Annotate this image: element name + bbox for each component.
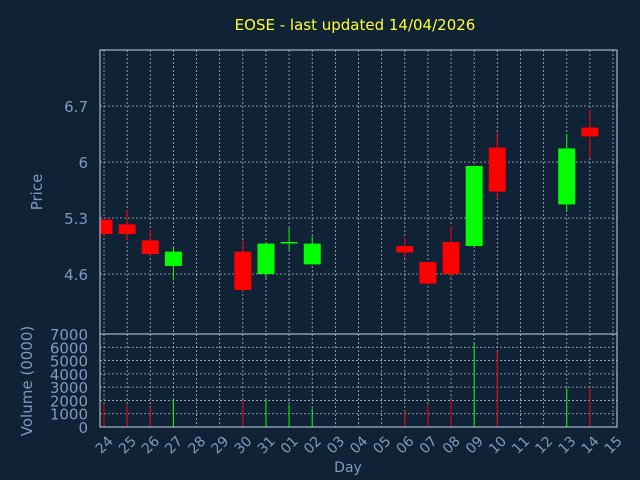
candle-body-down bbox=[234, 251, 252, 290]
volume-tick-label: 2000 bbox=[50, 392, 88, 410]
volume-axis-title: Volume (0000) bbox=[18, 326, 36, 436]
volume-tick-label: 1000 bbox=[50, 406, 88, 424]
candle-body-down bbox=[442, 242, 460, 274]
volume-tick-label: 0 bbox=[78, 419, 88, 437]
candle-body-down bbox=[118, 224, 136, 234]
candle-body-up bbox=[164, 251, 182, 266]
candle-body-down bbox=[396, 246, 414, 253]
volume-tick-label: 7000 bbox=[50, 326, 88, 344]
volume-tick-label: 6000 bbox=[50, 339, 88, 357]
volume-panel-frame bbox=[99, 333, 618, 428]
candle-body-down bbox=[419, 262, 437, 284]
candle-body-down bbox=[100, 219, 113, 234]
candles bbox=[100, 110, 599, 292]
candle-body-down bbox=[488, 147, 506, 192]
volume-bars bbox=[103, 343, 591, 427]
candle-body-down bbox=[141, 240, 159, 254]
price-tick-labels: 4.6 5.3 6 6.7 bbox=[64, 98, 88, 284]
price-axis-title: Price bbox=[28, 174, 46, 211]
x-axis-title: Day bbox=[334, 460, 362, 476]
candle-body-up bbox=[280, 242, 298, 244]
x-tick-labels: 24 25 26 27 28 29 30 31 01 02 03 04 05 06 07 08 09 10 11 12… bbox=[93, 433, 626, 457]
price-tick-label: 6 bbox=[78, 154, 88, 172]
price-tick-label: 6.7 bbox=[64, 98, 88, 116]
candle-body-up bbox=[558, 148, 576, 205]
volume-tick-label: 3000 bbox=[50, 379, 88, 397]
volume-tick-label: 4000 bbox=[50, 366, 88, 384]
chart-title: EOSE - last updated 14/04/2026 bbox=[235, 16, 476, 34]
candle-body-up bbox=[303, 243, 321, 265]
candle-body-down bbox=[581, 127, 599, 137]
candle-body-up bbox=[465, 166, 483, 246]
volume-tick-label: 5000 bbox=[50, 353, 88, 371]
price-tick-label: 5.3 bbox=[64, 210, 88, 228]
price-tick-label: 4.6 bbox=[64, 266, 88, 284]
candle-body-up bbox=[257, 243, 275, 274]
